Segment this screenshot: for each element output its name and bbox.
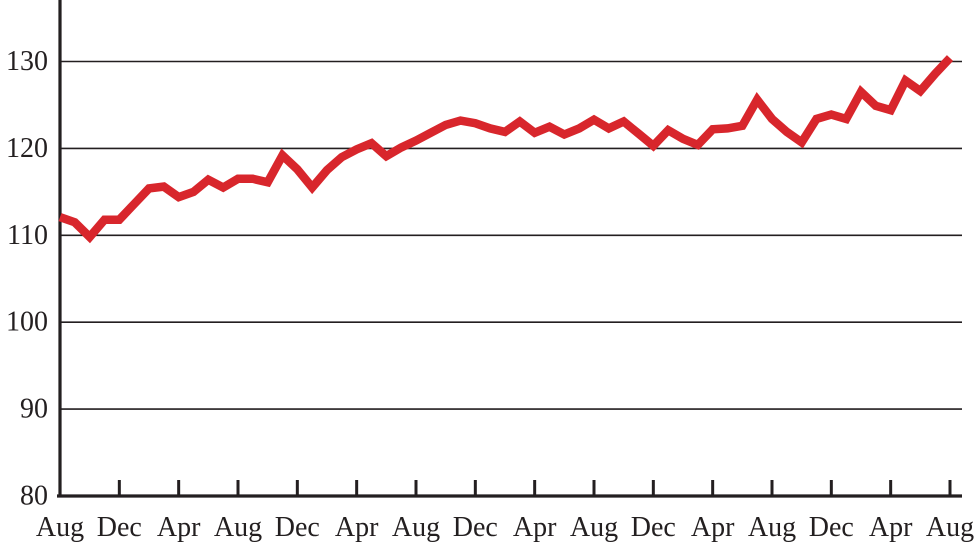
x-tick-label: Dec (631, 512, 676, 543)
x-tick-label: Aug (570, 512, 618, 543)
data-line-index-line (58, 55, 954, 244)
x-tick-label: Dec (453, 512, 498, 543)
x-tick-label: Aug (748, 512, 796, 543)
x-tick-label: Dec (809, 512, 854, 543)
x-tick-label: Aug (926, 512, 974, 543)
x-tick-label: Aug (36, 512, 84, 543)
y-tick-label: 120 (6, 133, 48, 164)
x-tick-label: Apr (691, 512, 735, 543)
x-tick-label: Apr (513, 512, 557, 543)
x-tick-label: Apr (335, 512, 379, 543)
x-tick-label: Dec (97, 512, 142, 543)
y-tick-label: 100 (6, 307, 48, 338)
x-tick-label: Apr (157, 512, 201, 543)
y-tick-label: 130 (6, 46, 48, 77)
x-tick-label: Apr (869, 512, 913, 543)
x-tick-label: Aug (214, 512, 262, 543)
y-tick-label: 90 (20, 394, 48, 425)
y-tick-label: 80 (20, 481, 48, 512)
x-tick-label: Dec (275, 512, 320, 543)
x-tick-label: Aug (392, 512, 440, 543)
y-tick-label: 110 (7, 220, 48, 251)
